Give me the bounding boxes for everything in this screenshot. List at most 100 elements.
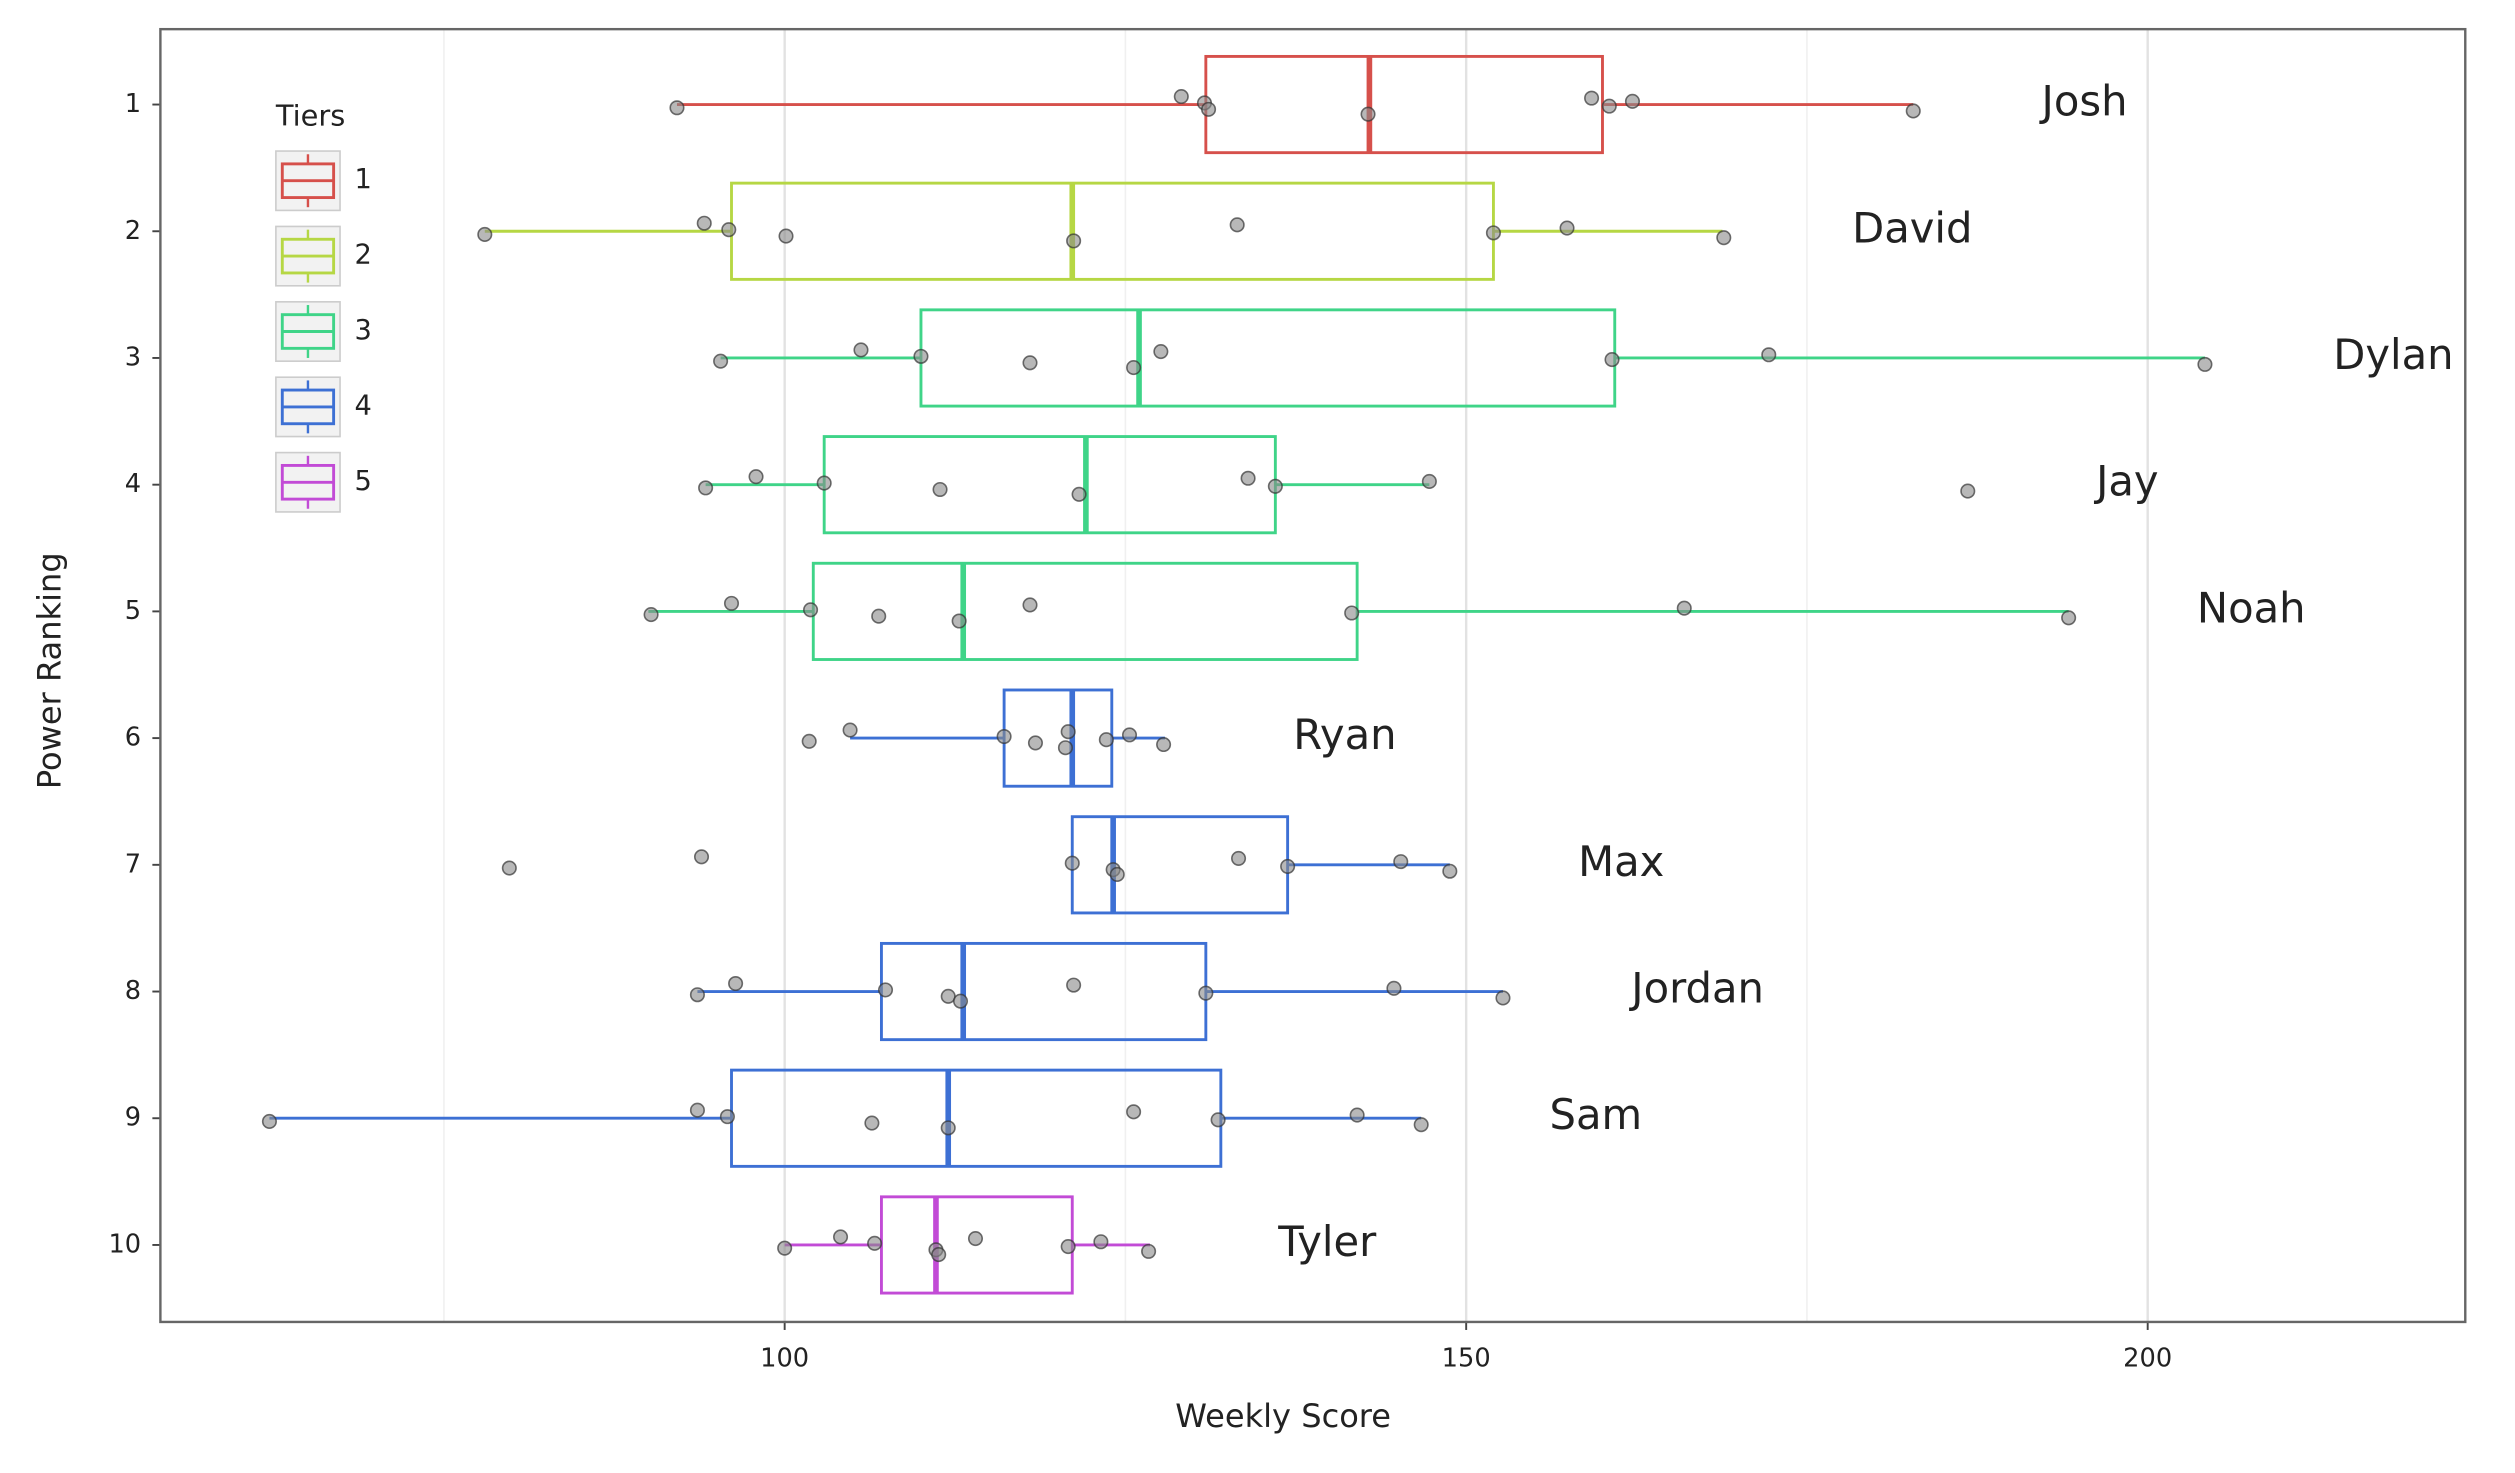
- data-point: [1485, 225, 1501, 241]
- x-tick-label: 200: [2123, 1343, 2172, 1373]
- data-point: [1344, 605, 1360, 621]
- data-point: [871, 608, 887, 624]
- player-label: Jay: [2093, 457, 2159, 506]
- data-point: [669, 100, 685, 116]
- data-point: [1141, 1243, 1157, 1259]
- data-point: [1060, 1239, 1076, 1255]
- y-tick-label: 3: [125, 342, 141, 372]
- data-point: [1761, 347, 1777, 363]
- data-point: [801, 733, 817, 749]
- y-tick-label: 10: [108, 1229, 141, 1259]
- data-point: [1360, 106, 1376, 122]
- data-point: [816, 475, 832, 491]
- data-point: [1393, 854, 1409, 870]
- player-label: Max: [1578, 837, 1664, 886]
- data-point: [1960, 483, 1976, 499]
- data-point: [748, 469, 764, 485]
- data-point: [951, 613, 967, 629]
- data-point: [1027, 735, 1043, 751]
- data-point: [1126, 360, 1142, 376]
- data-point: [1559, 220, 1575, 236]
- data-point: [501, 860, 517, 876]
- data-point: [713, 353, 729, 369]
- data-point: [1198, 985, 1214, 1001]
- data-point: [1066, 977, 1082, 993]
- data-point: [1716, 230, 1732, 246]
- data-point: [864, 1115, 880, 1131]
- data-point: [1267, 478, 1283, 494]
- data-point: [689, 1102, 705, 1118]
- player-label: Tyler: [1277, 1217, 1377, 1266]
- data-point: [689, 987, 705, 1003]
- data-point: [1495, 990, 1511, 1006]
- data-point: [1421, 473, 1437, 490]
- grid: 100 150 200 1 2 3 4 5 6 7 8 9 10: [108, 29, 2172, 1373]
- legend-label: 5: [354, 466, 371, 497]
- y-tick-label: 5: [125, 596, 141, 626]
- data-point: [853, 342, 869, 358]
- data-point: [1066, 233, 1082, 249]
- data-point: [261, 1113, 277, 1129]
- data-point: [803, 602, 819, 618]
- data-point: [721, 222, 737, 238]
- y-axis-title: Power Ranking: [30, 552, 68, 789]
- data-point: [1060, 724, 1076, 740]
- data-point: [1022, 597, 1038, 613]
- data-point: [1057, 740, 1073, 756]
- x-tick-label: 150: [1442, 1343, 1491, 1373]
- data-point: [728, 975, 744, 992]
- data-point: [1413, 1117, 1429, 1133]
- data-point: [2197, 356, 2213, 372]
- data-point: [1126, 1104, 1142, 1120]
- data-point: [1153, 344, 1169, 360]
- y-tick-label: 8: [125, 976, 141, 1006]
- data-point: [1624, 93, 1641, 109]
- marks: Josh David Dylan Jay Noah Ryan Max Jordan Sam Tyl…: [261, 54, 2454, 1295]
- data-point: [1064, 855, 1080, 871]
- legend: Tiers 1 2 3 4 5: [275, 98, 372, 513]
- data-point: [1210, 1112, 1226, 1128]
- plot-frame: [159, 27, 2467, 1324]
- data-point: [877, 982, 894, 998]
- data-point: [777, 1240, 793, 1256]
- data-point: [719, 1109, 735, 1125]
- data-point: [1229, 217, 1245, 233]
- data-point: [842, 722, 858, 738]
- data-point: [833, 1229, 849, 1245]
- data-point: [940, 1120, 956, 1136]
- data-point: [931, 1247, 947, 1263]
- player-label: Josh: [2039, 77, 2128, 126]
- x-axis-title: Weekly Score: [1175, 1397, 1391, 1435]
- data-point: [1280, 858, 1296, 874]
- data-point: [1093, 1234, 1109, 1250]
- data-point: [1098, 732, 1114, 748]
- x-tick-label: 100: [760, 1343, 809, 1373]
- player-label: Ryan: [1293, 710, 1396, 759]
- y-tick-label: 1: [125, 89, 141, 119]
- y-tick-label: 4: [125, 469, 141, 499]
- data-point: [1022, 355, 1038, 371]
- data-point: [1676, 600, 1692, 616]
- data-point: [1442, 863, 1458, 879]
- data-point: [867, 1235, 883, 1251]
- data-point: [643, 607, 659, 623]
- y-tick-label: 9: [125, 1103, 141, 1133]
- data-point: [996, 728, 1012, 745]
- data-point: [1240, 470, 1256, 486]
- data-point: [1156, 736, 1172, 753]
- legend-label: 1: [354, 164, 371, 195]
- y-tick-label: 2: [125, 216, 141, 246]
- data-point: [1905, 103, 1921, 119]
- legend-label: 4: [354, 390, 371, 421]
- data-point: [477, 226, 493, 243]
- data-point: [1173, 88, 1189, 105]
- data-point: [693, 849, 710, 865]
- data-point: [2061, 610, 2077, 626]
- y-tick-label: 7: [125, 849, 141, 879]
- player-label: Noah: [2197, 583, 2306, 632]
- data-point: [967, 1230, 984, 1247]
- data-point: [1121, 727, 1138, 743]
- data-point: [1349, 1107, 1365, 1123]
